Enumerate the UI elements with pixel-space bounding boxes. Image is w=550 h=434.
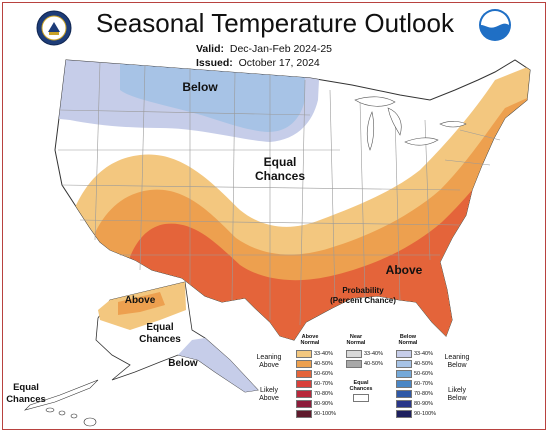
legend-title-1: Probability [342, 286, 384, 295]
legend-above-swatch [296, 370, 312, 378]
probability-legend: Probability (Percent Chance) Above Norma… [250, 282, 476, 428]
legend-below-label: 70-80% [414, 391, 433, 397]
above-50-60-region [100, 140, 530, 340]
legend-col-above: Above Normal [300, 334, 320, 346]
valid-value: Dec-Jan-Feb 2024-25 [229, 43, 332, 55]
legend-above-swatch [296, 350, 312, 358]
legend-below-label: 33-40% [414, 351, 433, 357]
legend-above-swatch [296, 380, 312, 388]
legend-above-swatch [296, 410, 312, 418]
label-above-alaska: Above [125, 295, 156, 306]
legend-below-swatch [396, 410, 412, 418]
legend-above-label: 80-90% [314, 401, 333, 407]
legend-above-swatch [296, 400, 312, 408]
legend-near-label: 33-40% [364, 351, 383, 357]
above-33-40-region [55, 60, 530, 340]
legend-above-label: 50-60% [314, 371, 333, 377]
label-equal-hawaii-2: Chances [6, 394, 46, 405]
legend-title-2: (Percent Chance) [330, 296, 396, 305]
valid-line: Valid: Dec-Jan-Feb 2024-25 [196, 43, 332, 55]
legend-above-label: 33-40% [314, 351, 333, 357]
noaa-dept-of-commerce-seal-icon [36, 10, 72, 46]
valid-label: Valid: [196, 43, 225, 55]
label-equal-conus-1: Equal [264, 155, 297, 169]
legend-above-swatch [296, 390, 312, 398]
legend-below-label: 40-50% [414, 361, 433, 367]
legend-below-label: 90-100% [414, 411, 437, 417]
legend-below-swatch [396, 370, 412, 378]
great-lakes [354, 96, 467, 151]
above-40-50-region [60, 90, 530, 340]
legend-equal-chances-swatch [353, 394, 369, 402]
legend-below-swatch [396, 380, 412, 388]
issued-value: October 17, 2024 [238, 57, 320, 69]
issued-label: Issued: [196, 57, 233, 69]
label-equal-conus-2: Chances [255, 169, 305, 183]
legend-leaning-above: Leaning Above [256, 354, 282, 369]
legend-below-swatch [396, 360, 412, 368]
legend-col-below: Below Normal [398, 334, 418, 346]
label-equal-alaska-2: Chances [139, 334, 181, 345]
legend-below-swatch [396, 400, 412, 408]
legend-near-label: 40-50% [364, 361, 383, 367]
issued-line: Issued: October 17, 2024 [196, 57, 320, 69]
page-title: Seasonal Temperature Outlook [96, 8, 454, 38]
legend-above-label: 90-100% [314, 411, 337, 417]
label-equal-hawaii-1: Equal [13, 382, 39, 393]
legend-above-swatch [296, 360, 312, 368]
legend-below-swatch [396, 350, 412, 358]
noaa-logo-icon: NOAA [478, 8, 512, 42]
legend-above-label: 70-80% [314, 391, 333, 397]
legend-below-label: 80-90% [414, 401, 433, 407]
legend-col-near: Near Normal [346, 334, 366, 346]
legend-below-label: 50-60% [414, 371, 433, 377]
label-above-conus: Above [386, 263, 423, 277]
alaska-map [23, 281, 259, 411]
legend-near-swatch [346, 360, 362, 368]
noaa-logo-text: NOAA [486, 16, 503, 22]
label-below-conus: Below [182, 80, 218, 94]
legend-equal-chances-label: Equal Chances [349, 380, 373, 392]
legend-leaning-below: Leaning Below [444, 354, 470, 369]
legend-below-swatch [396, 390, 412, 398]
legend-near-swatch [346, 350, 362, 358]
legend-likely-below: Likely Below [447, 387, 467, 402]
legend-below-label: 60-70% [414, 381, 433, 387]
legend-above-label: 40-50% [314, 361, 333, 367]
below-40-50-region [120, 60, 305, 132]
legend-likely-above: Likely Above [259, 387, 279, 402]
hawaii-map [45, 407, 97, 427]
legend-above-label: 60-70% [314, 381, 333, 387]
label-below-alaska: Below [168, 358, 198, 369]
label-equal-alaska-1: Equal [146, 322, 173, 333]
